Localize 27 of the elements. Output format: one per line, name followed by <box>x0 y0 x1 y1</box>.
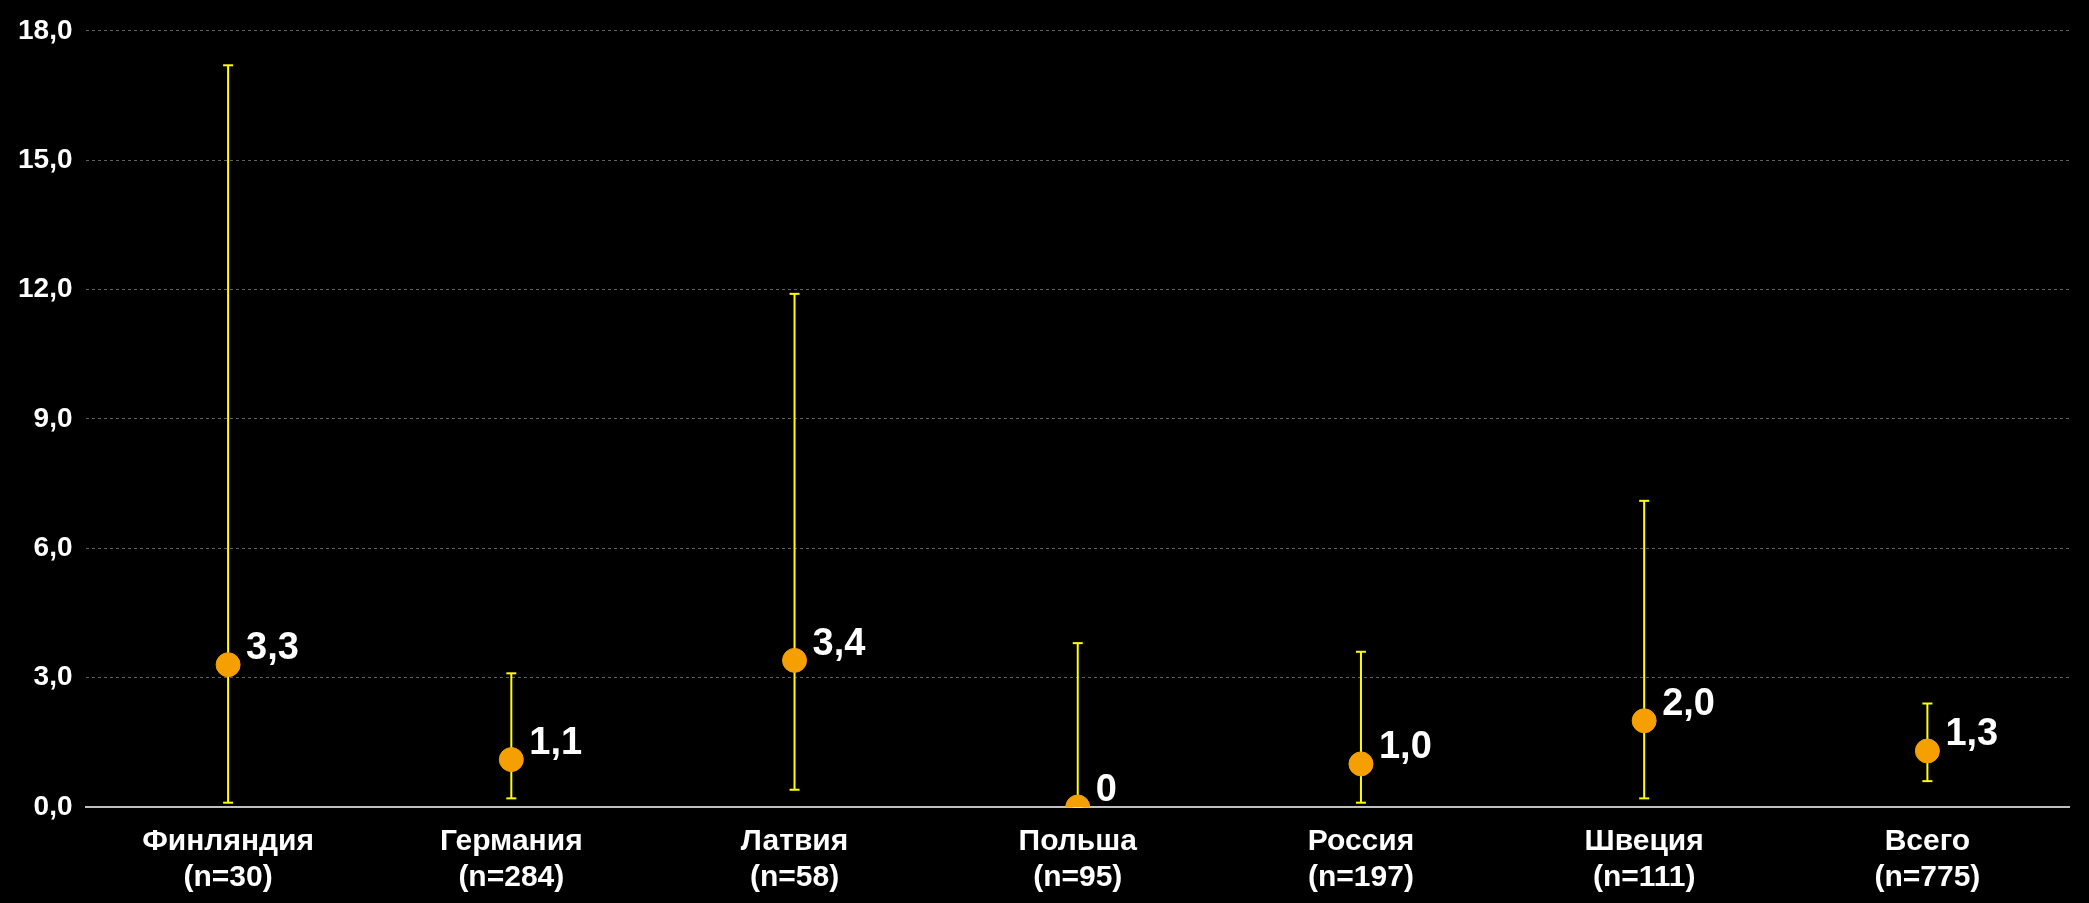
y-tick-label: 0,0 <box>33 789 73 821</box>
data-label: 3,4 <box>812 620 866 663</box>
y-tick-label: 9,0 <box>33 401 73 433</box>
x-tick-label: Польша (n=95) <box>1018 823 1138 893</box>
x-tick-label: Россия (n=197) <box>1307 823 1415 893</box>
data-label: 0 <box>1095 767 1117 810</box>
x-tick-label: Латвия (n=58) <box>740 823 849 893</box>
data-label: 2,0 <box>1662 681 1716 724</box>
data-label: 1,1 <box>529 720 583 763</box>
point <box>1914 738 1940 764</box>
y-tick-label: 12,0 <box>18 272 73 304</box>
x-tick-label: Всего (n=775) <box>1874 823 1981 893</box>
point <box>1348 751 1374 777</box>
data-label: 1,3 <box>1945 711 1999 754</box>
data-label: 3,3 <box>246 625 299 668</box>
y-tick-label: 6,0 <box>33 530 73 562</box>
x-tick-label: Швеция (n=111) <box>1584 823 1704 893</box>
point <box>1631 708 1657 734</box>
point <box>498 747 524 773</box>
data-label: 1,0 <box>1378 724 1432 767</box>
point <box>215 652 241 678</box>
y-tick-label: 18,0 <box>18 13 73 45</box>
point <box>782 647 808 673</box>
y-tick-label: 15,0 <box>18 142 73 174</box>
x-tick-label: Финляндия (n=30) <box>142 823 315 893</box>
y-tick-label: 3,0 <box>33 660 73 692</box>
x-tick-label: Германия (n=284) <box>439 823 583 893</box>
